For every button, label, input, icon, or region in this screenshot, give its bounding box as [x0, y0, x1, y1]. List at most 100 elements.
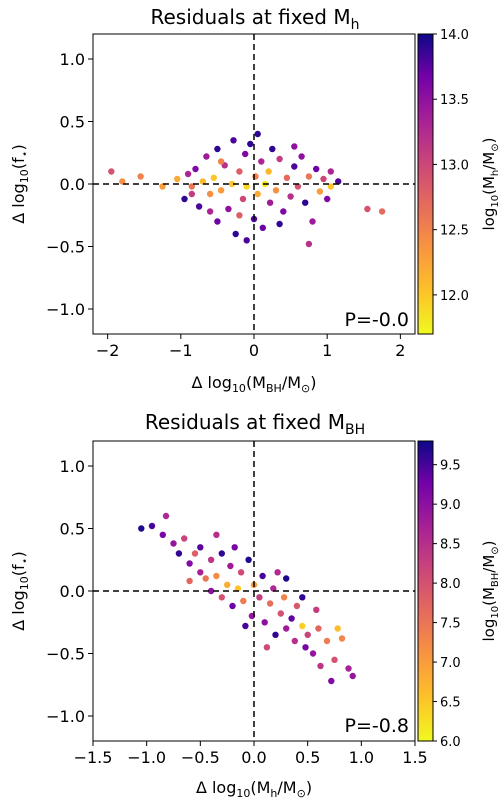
chart-1-point [298, 153, 305, 160]
chart-2-point [304, 631, 311, 638]
chart-2-point [261, 619, 268, 626]
chart-1-point [259, 224, 266, 231]
chart-2-point [349, 672, 356, 680]
chart-2-point [224, 581, 231, 588]
chart-2-point [148, 522, 156, 530]
chart-1-point [214, 218, 221, 225]
chart-1-point [276, 155, 283, 163]
chart-2-point [315, 625, 322, 632]
chart-2-point [186, 560, 193, 567]
chart-2-colorbar-tick-label: 7.5 [440, 617, 461, 632]
chart-2-point [229, 602, 236, 610]
chart-2-point [213, 531, 220, 538]
chart-2-point [328, 677, 335, 685]
chart-2-point [263, 644, 271, 651]
chart-1-colorbar-tick-label: 12.5 [440, 224, 469, 239]
chart-1-xtick-label: −1 [169, 341, 193, 360]
chart-2-point [240, 597, 247, 605]
chart-1-point [327, 183, 334, 190]
chart-1-point [276, 220, 283, 228]
chart-1-point [254, 130, 261, 138]
chart-2-point [299, 594, 306, 601]
chart-2-ytick-label: 1.0 [60, 457, 85, 476]
chart-2-point [138, 525, 145, 532]
chart-1-point [247, 140, 254, 148]
chart-1-colorbar [417, 33, 434, 335]
chart-1-point [159, 183, 166, 190]
chart-1-point [280, 208, 287, 215]
chart-2-point [338, 635, 346, 642]
chart-1-point [254, 190, 261, 198]
chart-2-point [227, 562, 234, 570]
chart-2-ytick-label: 0.0 [60, 582, 85, 601]
chart-2-xtick-label: −1.5 [74, 748, 113, 767]
chart-1-point [305, 240, 313, 248]
chart-panel-1: Residuals at fixed Mh −2 −1 0 1 2 −1.0 −0.5 0.0… [9, 5, 501, 395]
chart-2-point [277, 610, 284, 617]
chart-1-point [272, 187, 280, 194]
chart-2-point [162, 512, 170, 520]
chart-2-xtick-label: 1.0 [349, 748, 374, 767]
chart-1-xtick-label: 1 [322, 341, 332, 360]
chart-1-colorbar-label: log10(Mh/M⊙) [480, 138, 501, 231]
chart-2-colorbar-tick-label: 6.5 [440, 696, 461, 711]
chart-2-ytick-label: −1.0 [46, 707, 85, 726]
chart-2-point [291, 637, 298, 645]
chart-2-colorbar-tick-label: 9.5 [440, 459, 461, 474]
chart-1-point [378, 208, 386, 215]
chart-1-ytick-label: 1.0 [60, 50, 85, 69]
chart-2-point [283, 575, 290, 582]
chart-2-point [345, 665, 352, 672]
chart-2-point [234, 585, 242, 592]
chart-2-point [197, 569, 204, 576]
chart-2-xtick-label: −0.5 [181, 748, 220, 767]
chart-2-point [218, 594, 225, 601]
chart-2-point [283, 625, 290, 632]
chart-2-ticks: −1.5 −1.0 −0.5 0.0 0.5 1.0 1.5 −1.0 −0.5 0.0 0.5 1.… [46, 457, 428, 767]
chart-1-point [335, 178, 342, 185]
chart-1-point [239, 195, 247, 203]
chart-2-point [207, 587, 215, 595]
chart-2-point [256, 594, 263, 601]
chart-2-point [207, 556, 215, 563]
chart-1-point [316, 188, 324, 195]
chart-2-point [197, 544, 204, 551]
chart-1-point [313, 165, 320, 173]
chart-panel-2: Residuals at fixed MBH −1.5 −1.0 −0.5 0.0 0.… [9, 410, 501, 800]
chart-1-point [228, 180, 236, 188]
chart-2-point [237, 569, 245, 576]
chart-2-point [170, 540, 177, 547]
chart-1-point [174, 175, 181, 183]
chart-1-ticks: −2 −1 0 1 2 −1.0 −0.5 0.0 0.5 1.0 [46, 50, 405, 360]
chart-1-xlabel: Δ log10(MBH/M⊙) [192, 373, 317, 395]
chart-1-point [214, 145, 221, 153]
chart-2-point [334, 625, 341, 632]
chart-1-point [199, 178, 206, 185]
chart-1-point [302, 199, 309, 206]
chart-1-point [291, 163, 298, 170]
chart-2-colorbar [417, 440, 434, 742]
chart-1-point [137, 173, 144, 180]
chart-1-point [265, 168, 272, 175]
chart-1-colorbar-tick-label: 13.0 [440, 158, 469, 173]
chart-2-point [280, 594, 288, 601]
chart-1-point [364, 205, 371, 213]
chart-1-point [324, 195, 331, 203]
chart-2-point [317, 662, 324, 670]
chart-2-point [259, 572, 266, 580]
chart-1-point [269, 145, 276, 153]
chart-1-point [291, 143, 298, 150]
chart-1-plot-frame [92, 33, 416, 335]
chart-2-xtick-label: 0.0 [241, 748, 266, 767]
chart-2-ytick-label: −0.5 [46, 645, 85, 664]
chart-2-colorbar-tick-label: 7.0 [440, 656, 461, 671]
chart-1-colorbar-tick-label: 14.0 [440, 28, 469, 43]
chart-1-point [266, 199, 274, 206]
chart-2-xtick-label: −1.0 [127, 748, 166, 767]
chart-2-ylabel: Δ log10(f⋆) [9, 551, 31, 630]
chart-2-colorbar-tick-label: 9.0 [440, 498, 461, 513]
chart-1-point [243, 183, 250, 190]
chart-1-point [230, 137, 237, 144]
chart-2-point [245, 556, 252, 563]
chart-2-point [323, 637, 331, 645]
